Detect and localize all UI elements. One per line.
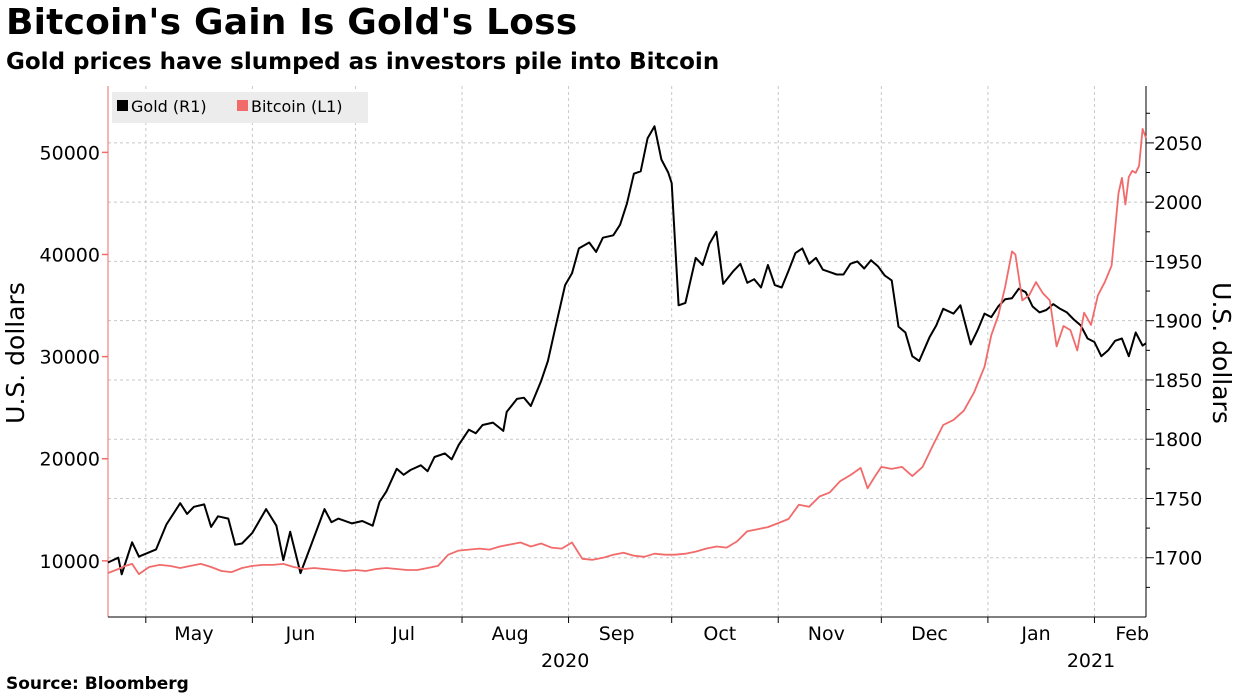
left-axis: 10000 20000 30000 40000 50000 [40, 86, 109, 617]
left-tick-label: 20000 [40, 449, 100, 471]
chart-subtitle: Gold prices have slumped as investors pi… [6, 49, 720, 75]
gold-line [107, 125, 1147, 576]
left-tick-label: 40000 [40, 244, 100, 266]
x-tick-label: Nov [808, 623, 845, 645]
x-tick-label: Aug [492, 623, 529, 645]
x-year-label: 2020 [541, 650, 589, 672]
left-axis-title: U.S. dollars [1, 282, 30, 424]
x-tick-label: Dec [911, 623, 948, 645]
right-tick-label: 2050 [1154, 133, 1202, 155]
left-tick-label: 10000 [40, 551, 100, 573]
right-tick-label: 1750 [1154, 488, 1202, 510]
right-axis-title: U.S. dollars [1207, 282, 1236, 424]
legend-swatch-bitcoin [237, 100, 248, 111]
x-tick-label: Sep [599, 623, 635, 645]
x-tick-label: Jul [391, 623, 415, 645]
x-tick-label: May [174, 623, 213, 645]
left-tick-label: 30000 [40, 347, 100, 369]
right-tick-label: 2000 [1154, 192, 1202, 214]
gridlines [108, 86, 1146, 617]
x-axis: May Jun Jul Aug Sep Oct Nov Dec Jan Feb 2020 2021 [108, 616, 1149, 672]
x-tick-label: Jun [285, 623, 316, 645]
bitcoin-line [107, 127, 1147, 575]
chart-title: Bitcoin's Gain Is Gold's Loss [6, 2, 578, 43]
right-tick-label: 1700 [1154, 548, 1202, 570]
left-tick-label: 50000 [40, 142, 100, 164]
x-tick-label: Jan [1020, 623, 1050, 645]
x-tick-label: Feb [1115, 623, 1149, 645]
legend: Gold (R1) Bitcoin (L1) [112, 92, 368, 123]
legend-swatch-gold [117, 100, 128, 111]
x-year-label: 2021 [1067, 650, 1115, 672]
legend-label-gold: Gold (R1) [131, 97, 207, 116]
right-tick-label: 1850 [1154, 370, 1202, 392]
legend-label-bitcoin: Bitcoin (L1) [251, 97, 343, 116]
right-tick-label: 1800 [1154, 429, 1202, 451]
right-tick-label: 1950 [1154, 251, 1202, 273]
right-axis: 1700 1750 1800 1850 1900 1950 2000 2050 [1145, 86, 1202, 617]
series-lines [107, 125, 1147, 576]
source-note: Source: Bloomberg [6, 674, 189, 694]
x-tick-label: Oct [703, 623, 736, 645]
right-tick-label: 1900 [1154, 311, 1202, 333]
